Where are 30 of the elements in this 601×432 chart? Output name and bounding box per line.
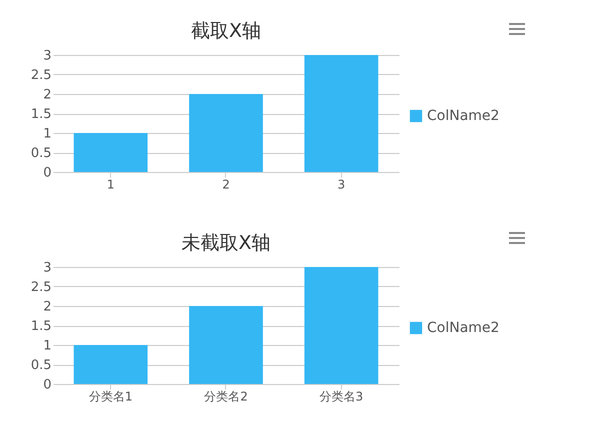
bar: [189, 94, 263, 172]
x-tick-label: 2: [222, 178, 230, 192]
bar: [74, 133, 148, 172]
bar: [74, 345, 148, 384]
y-tick-label: 2: [43, 88, 52, 102]
y-tick-label: 1: [43, 126, 52, 142]
y-tick-label: 0.5: [30, 146, 52, 161]
y-tick-label: 0.5: [30, 358, 52, 373]
y-tick-label: 2: [43, 300, 52, 314]
legend-label: ColName2: [427, 320, 500, 336]
chart-title: 截取X轴: [190, 20, 262, 42]
y-tick-label: 3: [43, 48, 52, 64]
x-tick-label: 3: [338, 178, 346, 192]
legend-label: ColName2: [427, 108, 500, 124]
x-tick-label: 分类名2: [204, 390, 248, 404]
y-tick-label: 1.5: [30, 319, 52, 334]
y-tick-label: 1: [43, 338, 52, 354]
x-tick-label: 分类名1: [88, 390, 132, 404]
y-tick-label: 2.5: [30, 68, 52, 83]
x-tick-label: 分类名3: [320, 390, 364, 404]
bar: [304, 267, 378, 384]
y-tick-label: 0: [43, 378, 52, 392]
y-tick-label: 1.5: [30, 107, 52, 122]
x-tick-label: 1: [106, 178, 114, 192]
y-tick-label: 3: [43, 260, 52, 276]
y-tick-label: 0: [43, 166, 52, 180]
bar: [304, 55, 378, 172]
bar: [189, 306, 263, 384]
y-tick-label: 2.5: [30, 280, 52, 295]
chart-title: 未截取X轴: [181, 232, 271, 254]
